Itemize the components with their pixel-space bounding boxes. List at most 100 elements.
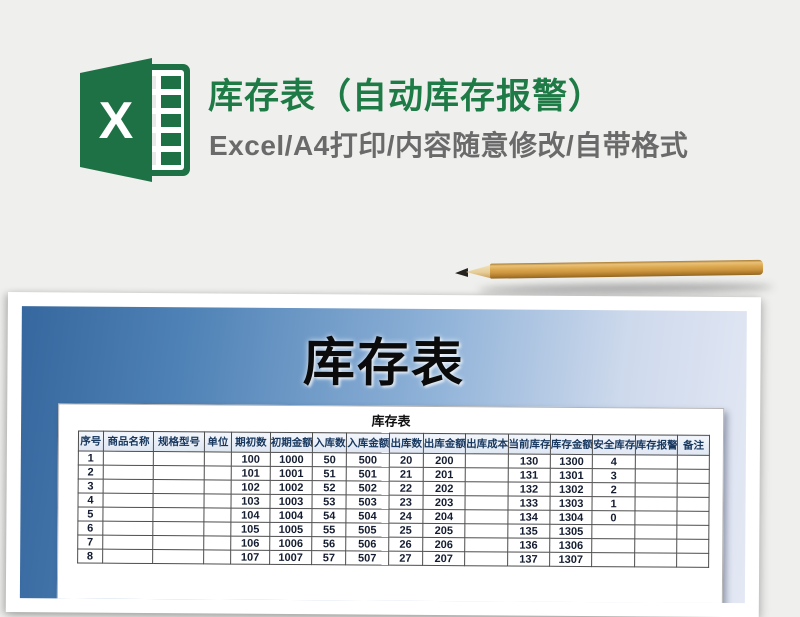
- table-cell: 3: [78, 478, 103, 494]
- table-cell: 130: [507, 453, 551, 469]
- table-cell: 51: [312, 466, 347, 481]
- table-cell: [102, 465, 154, 480]
- table-cell: 2: [592, 482, 635, 497]
- table-cell: 202: [422, 481, 466, 496]
- column-header-12: 库存金额: [550, 434, 593, 455]
- table-cell: 1306: [549, 538, 593, 553]
- table-cell: [465, 509, 508, 524]
- table-cell: [153, 465, 205, 480]
- table-cell: 22: [388, 481, 424, 496]
- table-cell: [634, 552, 677, 568]
- excel-logo: X: [76, 56, 194, 184]
- table-cell: [203, 549, 231, 565]
- table-cell: 53: [312, 494, 347, 509]
- column-header-15: 备注: [677, 435, 710, 456]
- table-cell: 54: [312, 508, 347, 523]
- table-cell: 133: [507, 495, 551, 511]
- table-cell: [152, 549, 204, 564]
- table-cell: [153, 451, 205, 466]
- table-cell: 203: [422, 495, 466, 510]
- table-cell: 27: [388, 551, 423, 566]
- inventory-table: 序号 商品名称 规格型号 单位 期初数 初期金额 入库数 入库金额 出库数 出库金额 出库成本 当前库…: [77, 430, 710, 568]
- table-cell: [465, 467, 508, 482]
- pencil-shaft: [489, 259, 764, 279]
- table-cell: 50: [312, 452, 347, 467]
- column-header-3: 单位: [204, 431, 232, 453]
- column-header-0: 序号: [78, 430, 104, 452]
- table-cell: 101: [231, 466, 271, 481]
- table-cell: 25: [388, 523, 423, 538]
- table-cell: 24: [388, 509, 423, 524]
- table-cell: [465, 481, 508, 496]
- table-cell: 506: [346, 536, 389, 552]
- table-cell: 1006: [269, 536, 313, 551]
- table-cell: 4: [592, 454, 636, 469]
- table-cell: [203, 507, 231, 523]
- table-cell: 1004: [269, 508, 313, 523]
- table-cell: 2: [78, 464, 104, 480]
- table-cell: 1302: [550, 482, 593, 497]
- worksheet-preview: 库存表 序号 商品名称 规格型号 单位 期初数 初期金额 入库数 入库金额 出库数 出库金额 出库成…: [56, 403, 725, 604]
- table-cell: 7: [77, 534, 103, 550]
- table-cell: 0: [592, 510, 635, 525]
- banner-title: 库存表: [302, 334, 466, 394]
- table-cell: [102, 521, 154, 536]
- table-cell: [634, 524, 677, 540]
- pencil-cone: [466, 265, 492, 279]
- table-cell: 104: [230, 508, 270, 523]
- table-cell: 1300: [550, 454, 593, 469]
- pencil-image: [455, 259, 767, 281]
- table-cell: [153, 479, 205, 494]
- table-cell: 3: [592, 468, 635, 483]
- table-cell: 132: [507, 481, 551, 497]
- table-cell: 1001: [270, 466, 313, 481]
- table-cell: 507: [345, 550, 389, 566]
- table-cell: [102, 493, 154, 508]
- table-cell: 1005: [269, 522, 313, 537]
- table-cell: 5: [77, 506, 103, 522]
- pencil-shadow: [477, 282, 774, 295]
- table-cell: [204, 465, 232, 481]
- table-cell: [677, 469, 710, 484]
- column-header-2: 规格型号: [153, 431, 205, 452]
- table-cell: 207: [422, 551, 465, 566]
- table-cell: [204, 451, 232, 467]
- table-cell: 503: [346, 494, 389, 510]
- table-cell: 500: [346, 452, 390, 468]
- table-cell: 201: [423, 467, 466, 482]
- pencil-tip: [455, 268, 468, 277]
- table-cell: 56: [311, 536, 347, 551]
- table-cell: 204: [422, 509, 466, 524]
- table-cell: [676, 525, 709, 540]
- table-cell: [676, 539, 709, 554]
- table-cell: [634, 496, 678, 512]
- column-header-14: 库存报警: [635, 434, 678, 456]
- table-cell: 1305: [549, 524, 593, 539]
- table-cell: 206: [422, 537, 466, 552]
- table-cell: 102: [231, 480, 271, 495]
- table-cell: [634, 482, 678, 498]
- table-cell: [465, 495, 508, 510]
- column-header-9: 出库金额: [423, 433, 466, 454]
- excel-x-letter: X: [99, 92, 134, 150]
- table-cell: [465, 453, 508, 468]
- template-preview-card: 库存表 库存表 序号 商品名称 规格型号 单位 期初数 初期金额 入库数 入库金额 出库数 出库金…: [5, 292, 761, 617]
- table-cell: 200: [423, 453, 466, 468]
- column-header-13: 安全库存: [592, 434, 636, 455]
- column-header-10: 出库成本: [465, 433, 509, 454]
- table-cell: 505: [346, 522, 389, 538]
- table-cell: 8: [77, 548, 103, 564]
- table-cell: 103: [230, 494, 270, 509]
- table-cell: [203, 521, 231, 537]
- table-cell: 4: [78, 492, 103, 508]
- table-cell: 21: [388, 467, 424, 482]
- table-cell: 1304: [549, 510, 593, 525]
- table-cell: [203, 493, 232, 509]
- table-cell: 1007: [269, 550, 312, 565]
- table-cell: 134: [507, 509, 550, 525]
- table-cell: 1: [592, 496, 635, 511]
- table-cell: [153, 493, 205, 508]
- table-cell: 6: [77, 520, 103, 536]
- page-subtitle: Excel/A4打印/内容随意修改/自带格式: [209, 130, 689, 161]
- table-cell: [464, 551, 508, 566]
